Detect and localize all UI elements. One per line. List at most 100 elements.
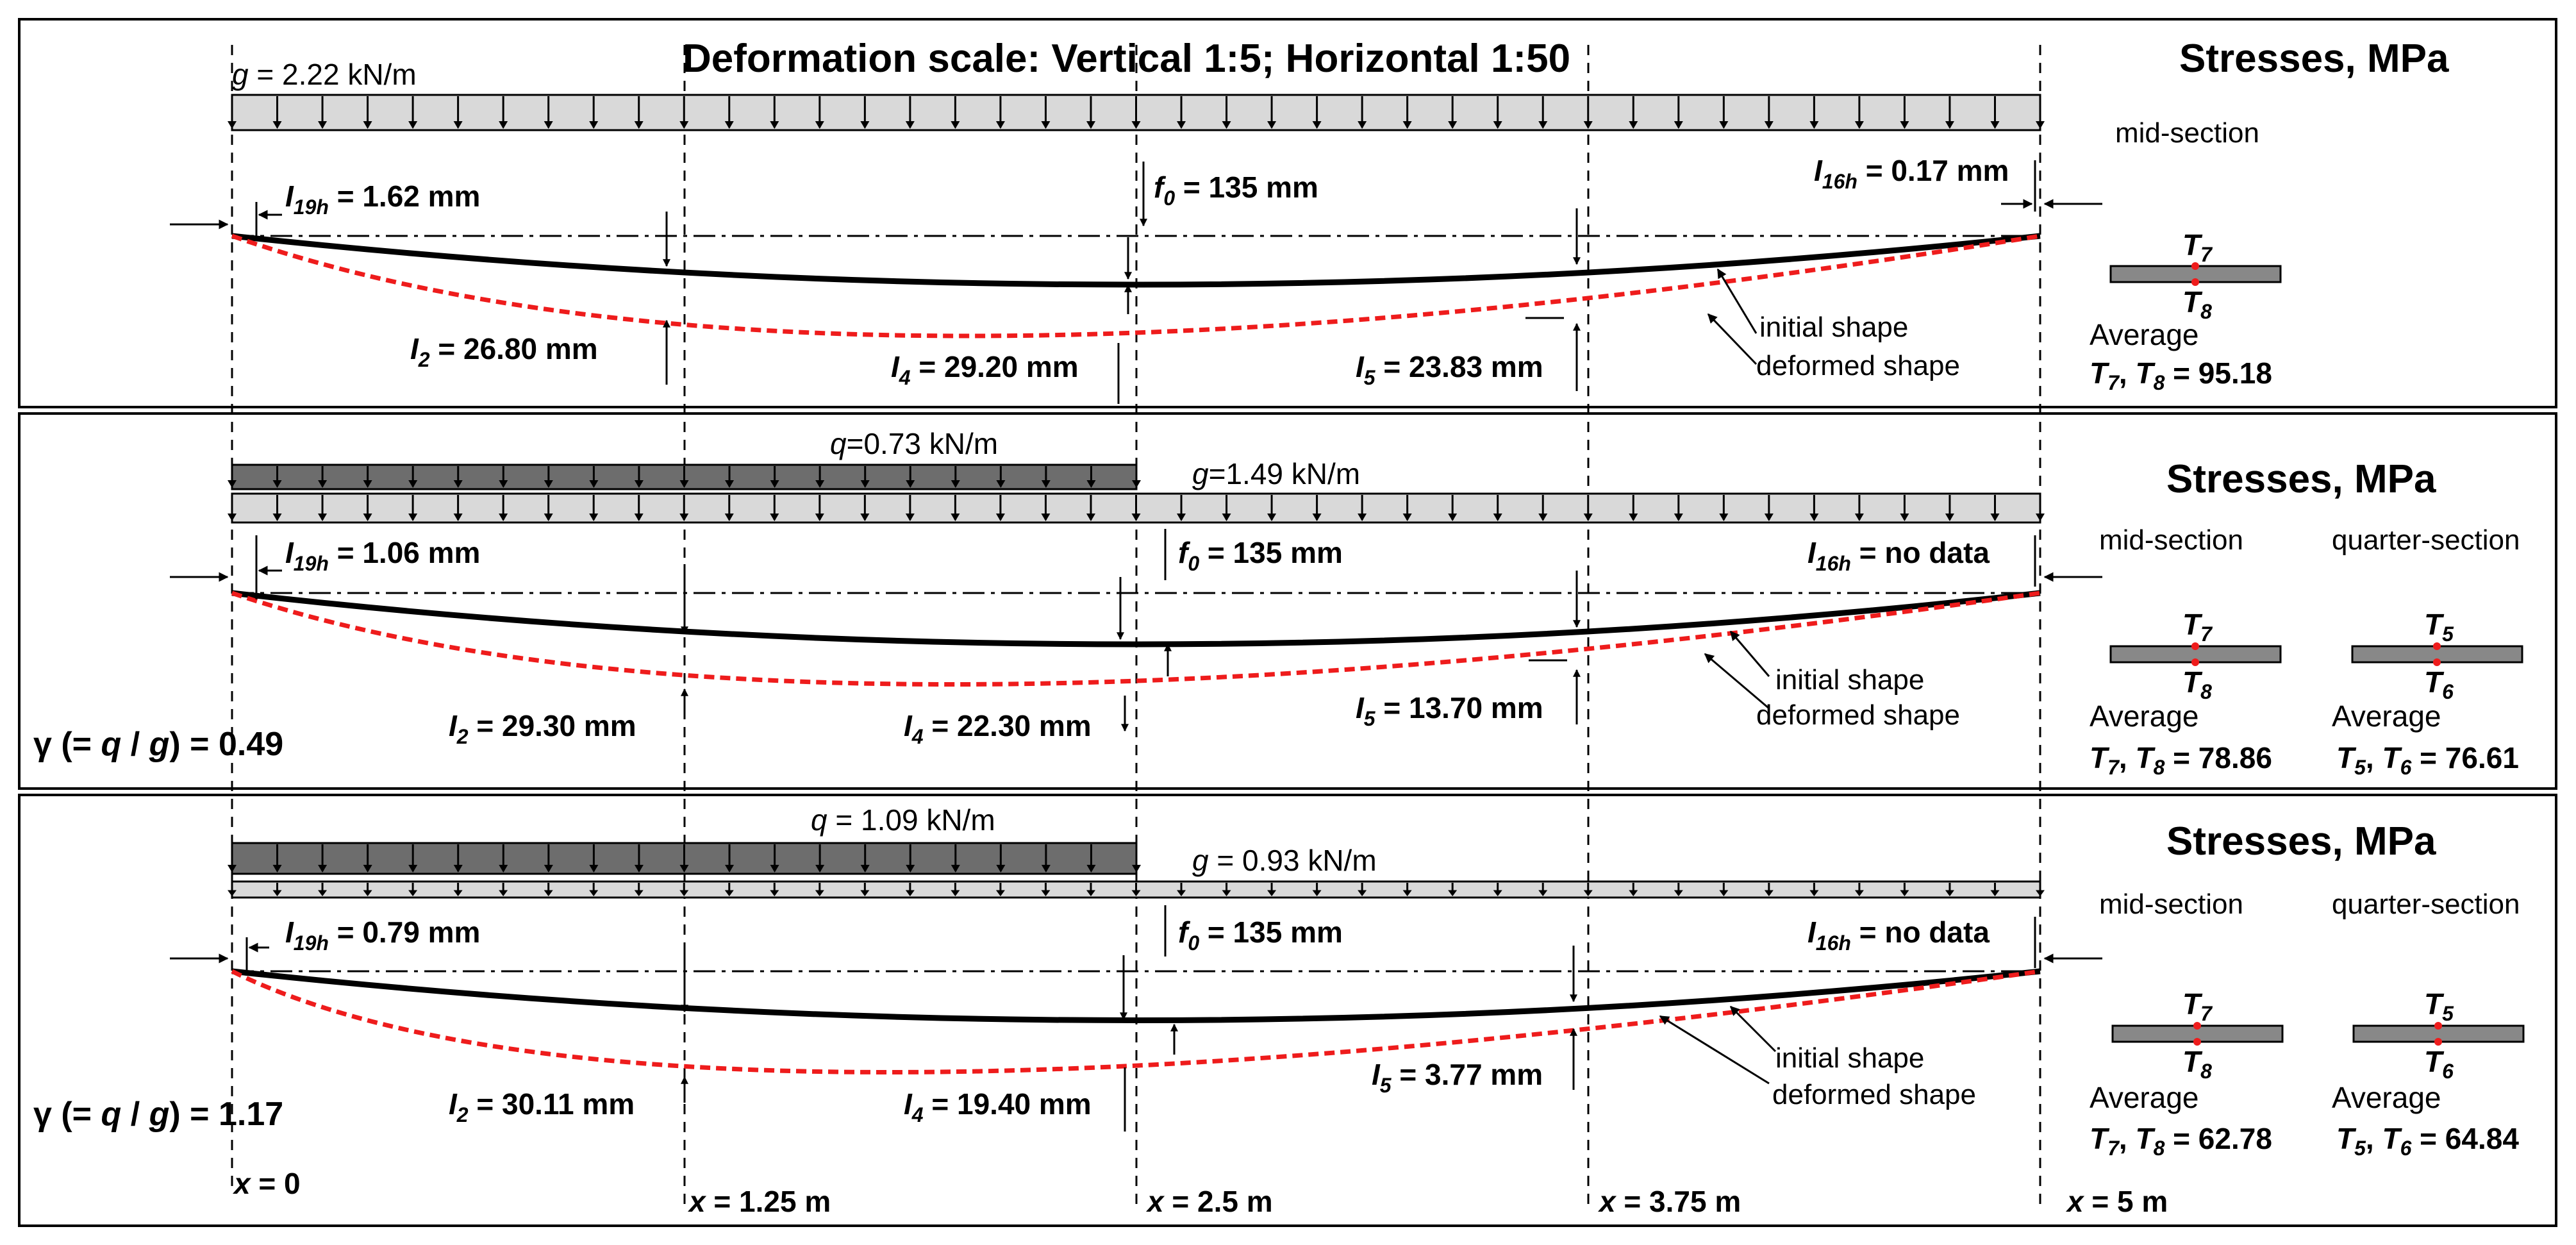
load-arrow-head bbox=[860, 865, 870, 873]
x-label-3: x = 3.75 m bbox=[1597, 1185, 1741, 1218]
mid-average-label: Average bbox=[2090, 318, 2199, 351]
dead-load-arrows bbox=[228, 883, 2045, 896]
load-arrow-head bbox=[1493, 890, 1502, 896]
load-arrow-head bbox=[453, 865, 463, 873]
quarter-bottom-gauge-label: T6 bbox=[2424, 1045, 2454, 1083]
dead-load-arrows bbox=[228, 495, 2045, 521]
load-arrow-head bbox=[724, 514, 734, 521]
load-arrow-head bbox=[634, 890, 644, 896]
load-arrow-head bbox=[1358, 514, 1367, 521]
load-arrow-head bbox=[951, 480, 960, 488]
load-arrow-head bbox=[1131, 121, 1141, 129]
load-arrow-head bbox=[499, 480, 508, 488]
quarter-bottom-gauge bbox=[2434, 1038, 2442, 1046]
load-arrow-head bbox=[1402, 514, 1412, 521]
load-arrow-head bbox=[996, 480, 1006, 488]
load-arrow-head bbox=[318, 480, 328, 488]
load-arrow-head bbox=[544, 480, 553, 488]
load-arrow-head bbox=[1267, 890, 1277, 896]
q-load-label: q = 1.09 kN/m bbox=[811, 803, 995, 837]
load-arrow-head bbox=[770, 514, 779, 521]
load-arrow-head bbox=[951, 514, 960, 521]
mid-top-gauge bbox=[2193, 1022, 2201, 1030]
load-arrow-head bbox=[1448, 890, 1458, 896]
load-arrow-head bbox=[589, 121, 599, 129]
load-arrow-head bbox=[408, 865, 418, 873]
g-load-label: g=1.49 kN/m bbox=[1192, 457, 1360, 490]
initial-shape-curve bbox=[231, 590, 2041, 648]
load-arrow-head bbox=[1809, 514, 1819, 521]
quarter-bottom-gauge bbox=[2433, 658, 2441, 666]
load-arrow-head bbox=[815, 480, 825, 488]
load-arrow-head bbox=[1177, 121, 1186, 129]
load-arrow-head bbox=[996, 865, 1006, 873]
q-load-label: q=0.73 kN/m bbox=[830, 427, 998, 460]
load-arrow-head bbox=[1086, 890, 1095, 896]
load-arrow-head bbox=[995, 121, 1005, 129]
load-arrow-head bbox=[724, 121, 734, 129]
load-arrow-head bbox=[363, 480, 372, 488]
live-load-arrows bbox=[228, 844, 1141, 873]
load-arrow-head bbox=[815, 121, 824, 129]
load-arrow-head bbox=[1719, 890, 1729, 896]
load-arrow-head bbox=[453, 514, 463, 521]
load-arrow-head bbox=[453, 480, 463, 488]
initial-shape-curve bbox=[231, 233, 2041, 288]
load-arrow-head bbox=[272, 514, 282, 521]
g-load-label: g = 2.22 kN/m bbox=[232, 58, 417, 91]
mid-bottom-gauge bbox=[2193, 1038, 2201, 1046]
load-arrow-head bbox=[1086, 514, 1095, 521]
load-arrow-head bbox=[499, 865, 508, 873]
i16h-label: I16h = no data bbox=[1807, 536, 1990, 575]
load-arrow-head bbox=[1854, 514, 1864, 521]
initial-shape-pointer bbox=[1729, 630, 1770, 677]
mid-top-gauge bbox=[2191, 642, 2199, 650]
quarter-top-gauge bbox=[2433, 642, 2441, 650]
quarter-top-gauge-label: T5 bbox=[2424, 987, 2454, 1025]
load-arrow-head bbox=[634, 121, 644, 129]
i16h-label: I16h = 0.17 mm bbox=[1814, 154, 2009, 193]
load-arrow-head bbox=[995, 514, 1005, 521]
load-arrow-head bbox=[544, 121, 553, 129]
load-arrow-head bbox=[679, 514, 689, 521]
load-arrow-head bbox=[1990, 890, 2000, 896]
load-arrow-head bbox=[1358, 121, 1367, 129]
x-label-1: x = 1.25 m bbox=[687, 1185, 831, 1218]
x-label-4: x = 5 m bbox=[2065, 1185, 2168, 1218]
stresses-title: Stresses, MPa bbox=[2179, 37, 2449, 81]
mid-bottom-gauge-label: T8 bbox=[2182, 665, 2212, 703]
load-arrow-head bbox=[544, 890, 553, 896]
figure-title: Deformation scale: Vertical 1:5; Horizon… bbox=[683, 37, 1570, 81]
i4-label: I4 = 19.40 mm bbox=[904, 1087, 1092, 1126]
load-arrow-head bbox=[860, 514, 870, 521]
load-arrow-head bbox=[589, 480, 599, 488]
load-arrow-head bbox=[408, 480, 418, 488]
load-arrow-head bbox=[1719, 121, 1729, 129]
i2-label: I2 = 26.80 mm bbox=[410, 332, 598, 371]
load-arrow-head bbox=[1177, 890, 1186, 896]
load-arrow-head bbox=[1674, 514, 1683, 521]
gamma-label: γ (= q / g) = 0.49 bbox=[33, 726, 283, 763]
stresses-title: Stresses, MPa bbox=[2166, 457, 2436, 501]
load-arrow-head bbox=[1764, 514, 1774, 521]
f0-label: f0 = 135 mm bbox=[1178, 536, 1343, 575]
i19h-label: I19h = 1.06 mm bbox=[285, 536, 480, 575]
load-arrow-head bbox=[1086, 865, 1096, 873]
load-arrow-head bbox=[318, 865, 328, 873]
load-arrow-head bbox=[1629, 514, 1638, 521]
load-arrow-head bbox=[1900, 890, 1909, 896]
load-arrow-head bbox=[1538, 514, 1548, 521]
load-arrow-head bbox=[1674, 121, 1683, 129]
load-arrow-head bbox=[951, 121, 960, 129]
load-arrow-head bbox=[906, 865, 915, 873]
load-arrow-head bbox=[1402, 121, 1412, 129]
deformed-shape-pointer bbox=[1659, 1015, 1770, 1085]
load-arrow-head bbox=[815, 865, 825, 873]
initial-shape-pointer bbox=[1716, 268, 1757, 334]
load-arrow-head bbox=[1312, 121, 1322, 129]
load-arrow-head bbox=[363, 865, 372, 873]
load-arrow-head bbox=[1222, 121, 1231, 129]
load-arrow-head bbox=[770, 890, 779, 896]
load-arrow-head bbox=[499, 514, 508, 521]
load-arrow-head bbox=[1629, 121, 1638, 129]
